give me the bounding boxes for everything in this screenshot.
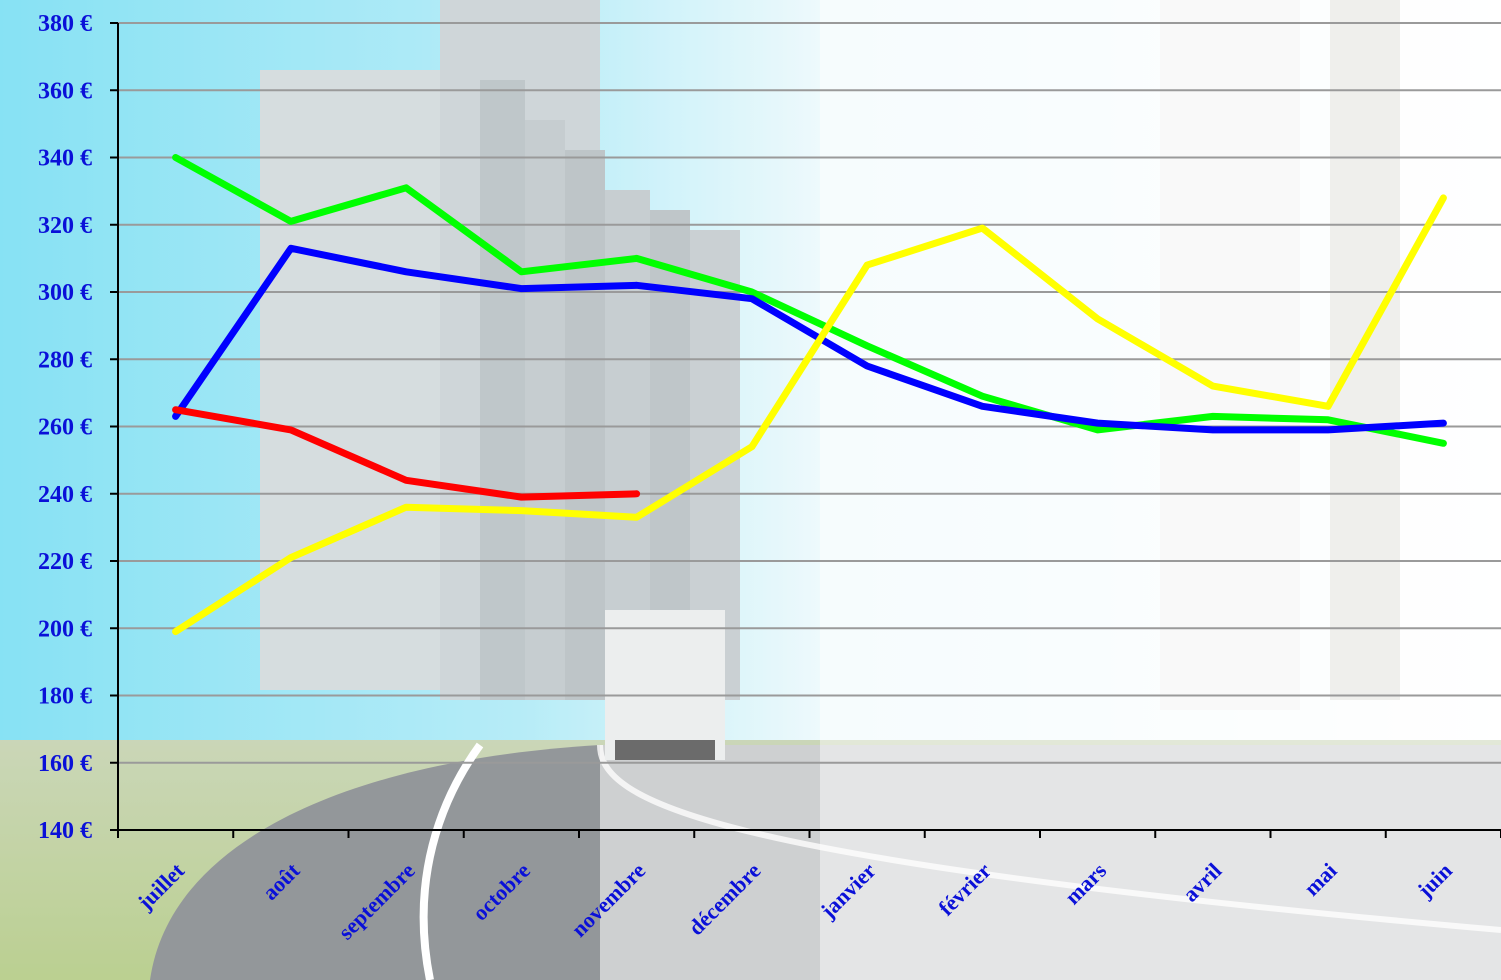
y-tick-label: 220 € <box>38 549 92 575</box>
x-tick-label: mars <box>1060 858 1112 910</box>
axes <box>110 22 1501 838</box>
x-tick-label: décembre <box>683 858 765 940</box>
series-lines <box>172 154 1447 636</box>
y-tick-label: 280 € <box>38 347 92 373</box>
y-tick-label: 200 € <box>38 616 92 642</box>
y-tick-label: 340 € <box>38 146 92 172</box>
gridlines <box>118 22 1501 764</box>
x-tick-label: juin <box>1412 858 1457 903</box>
x-tick-label: février <box>933 858 996 921</box>
y-tick-label: 300 € <box>38 280 92 306</box>
y-tick-label: 240 € <box>38 482 92 508</box>
y-tick-label: 360 € <box>38 78 92 104</box>
y-axis-tick-labels: 140 € 160 € 180 € 200 € 220 € 240 € 260 € 280 €… <box>38 11 92 844</box>
x-tick-label: octobre <box>467 858 535 926</box>
x-tick-label: août <box>257 857 305 905</box>
y-tick-label: 140 € <box>38 818 92 844</box>
series-line-0 <box>172 154 1447 447</box>
x-tick-label: janvier <box>815 858 881 924</box>
series-line-3 <box>172 406 641 501</box>
x-tick-label: septembre <box>333 858 420 945</box>
y-tick-label: 260 € <box>38 415 92 441</box>
series-line-1 <box>172 244 1447 434</box>
x-tick-label: mai <box>1299 858 1342 901</box>
x-tick-label: novembre <box>566 858 650 942</box>
x-axis-tick-labels: juillet août septembre octobre novembre décem… <box>132 857 1457 944</box>
y-tick-label: 160 € <box>38 751 92 777</box>
x-tick-label: juillet <box>132 857 190 915</box>
series-line-2 <box>172 194 1447 636</box>
y-tick-label: 380 € <box>38 11 92 37</box>
y-tick-label: 320 € <box>38 213 92 239</box>
y-tick-label: 180 € <box>38 684 92 710</box>
x-tick-label: avril <box>1178 858 1227 907</box>
